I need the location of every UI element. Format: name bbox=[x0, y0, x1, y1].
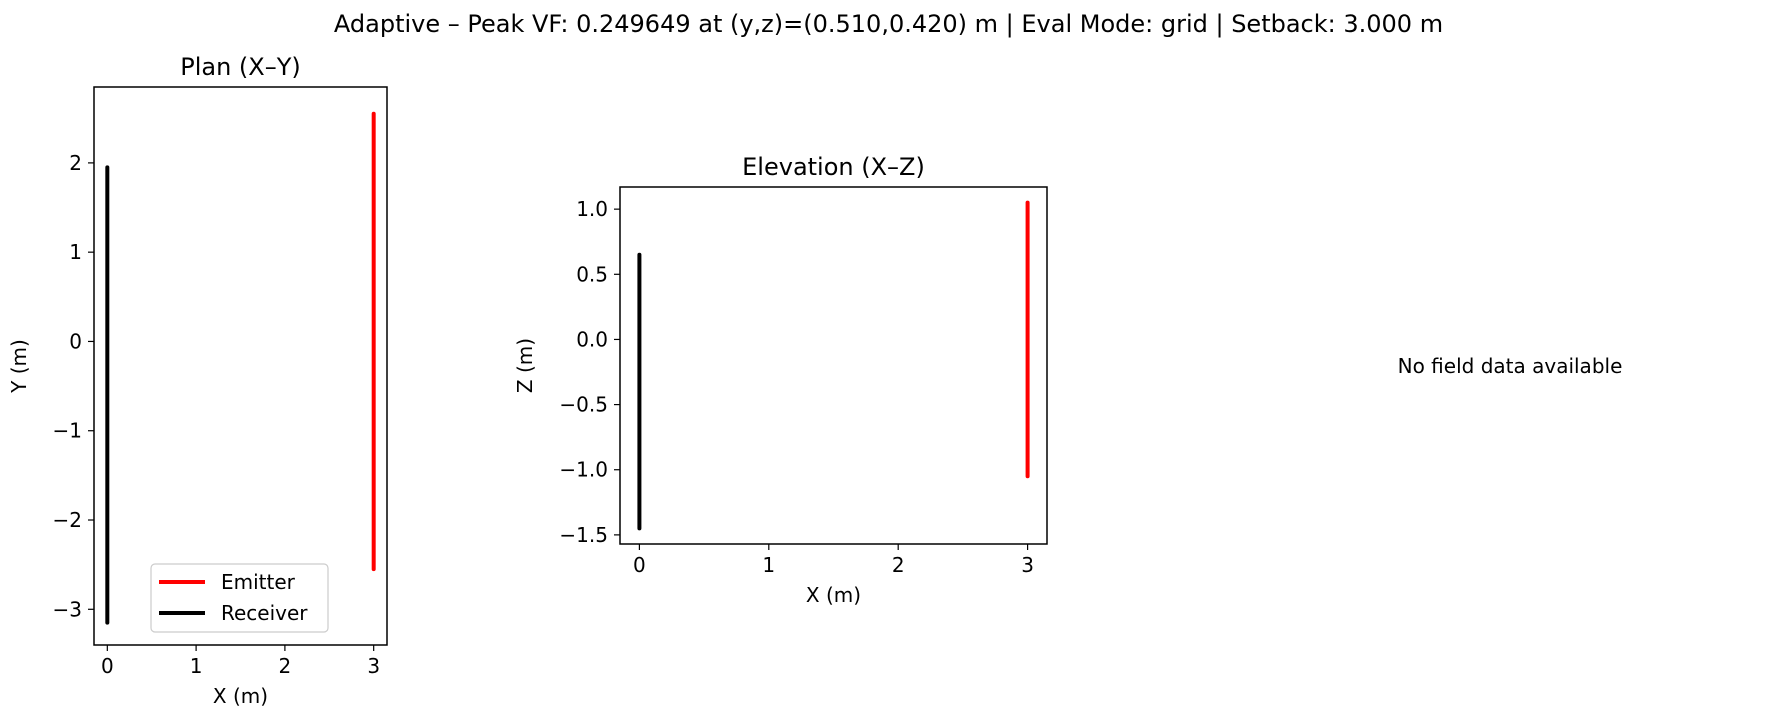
plan-xtick-label: 2 bbox=[279, 654, 292, 678]
plan-axes-frame bbox=[93, 86, 388, 646]
plan-chart: 0 1 2 3 −3 −2 −1 0 1 2 Plan (X–Y) X (m) Y (m) Emitter… bbox=[7, 53, 388, 708]
elevation-ytick-label: −1.5 bbox=[559, 523, 608, 547]
elevation-chart: 0 1 2 3 −1.5 −1.0 −0.5 0.0 0.5 1.0 Elevation (X–Z)… bbox=[513, 153, 1048, 607]
elevation-ytick-label: 0.0 bbox=[576, 327, 608, 351]
elevation-axes-frame bbox=[619, 186, 1048, 545]
elevation-ylabel: Z (m) bbox=[513, 338, 537, 393]
field-panel-message: No field data available bbox=[1397, 354, 1623, 378]
elevation-xtick-label: 2 bbox=[892, 553, 905, 577]
plan-ytick-label: 0 bbox=[69, 329, 82, 353]
elevation-xlabel: X (m) bbox=[806, 583, 861, 607]
plan-ytick-label: 1 bbox=[69, 240, 82, 264]
legend-label-emitter: Emitter bbox=[221, 570, 296, 594]
plan-xtick-label: 1 bbox=[190, 654, 203, 678]
plan-ytick-label: −3 bbox=[53, 597, 82, 621]
elevation-title: Elevation (X–Z) bbox=[742, 153, 925, 181]
elevation-ytick-label: 0.5 bbox=[576, 262, 608, 286]
elevation-ytick-label: −0.5 bbox=[559, 393, 608, 417]
plan-xlabel: X (m) bbox=[213, 684, 268, 708]
plan-ytick-label: −2 bbox=[53, 508, 82, 532]
plan-xtick-label: 3 bbox=[367, 654, 380, 678]
plan-legend: Emitter Receiver bbox=[150, 563, 329, 633]
figure-title: Adaptive – Peak VF: 0.249649 at (y,z)=(0… bbox=[333, 10, 1444, 38]
elevation-xtick-label: 3 bbox=[1021, 553, 1034, 577]
plan-xtick-label: 0 bbox=[101, 654, 114, 678]
elevation-xtick-label: 0 bbox=[633, 553, 646, 577]
elevation-xtick-label: 1 bbox=[762, 553, 775, 577]
plan-title: Plan (X–Y) bbox=[180, 53, 301, 81]
elevation-ytick-label: −1.0 bbox=[559, 458, 608, 482]
plan-ytick-label: −1 bbox=[53, 419, 82, 443]
legend-label-receiver: Receiver bbox=[221, 601, 308, 625]
plan-ytick-label: 2 bbox=[69, 151, 82, 175]
plan-ylabel: Y (m) bbox=[7, 339, 31, 394]
elevation-ytick-label: 1.0 bbox=[576, 197, 608, 221]
